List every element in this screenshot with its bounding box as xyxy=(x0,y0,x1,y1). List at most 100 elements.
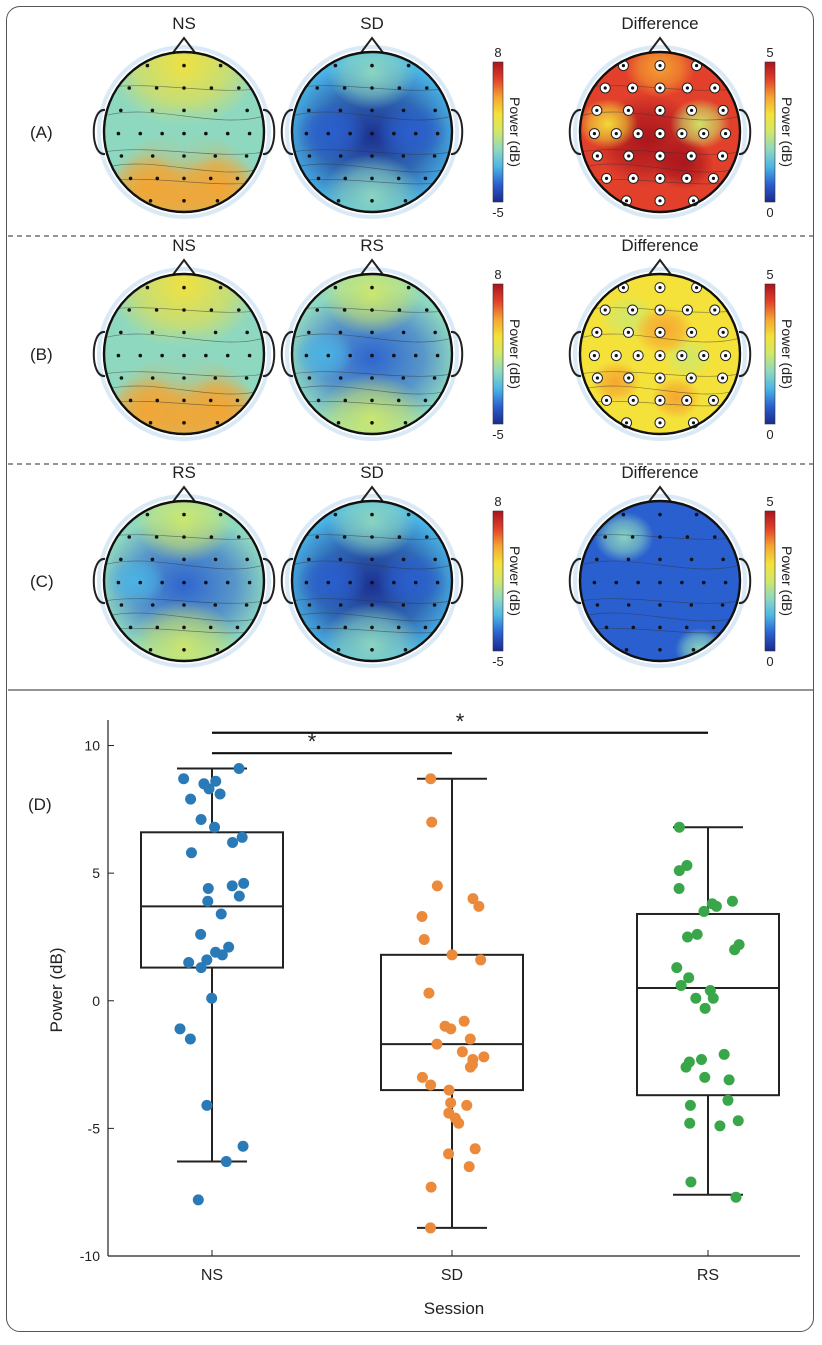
colorbar-max-label: 5 xyxy=(766,267,773,282)
data-point xyxy=(699,1071,711,1083)
scalp-map-diffC xyxy=(568,485,752,668)
data-point xyxy=(185,847,197,859)
data-point xyxy=(698,905,710,917)
data-point xyxy=(710,900,722,912)
colorbar-title: Power (dB) xyxy=(779,319,795,389)
y-tick-label: 5 xyxy=(92,865,100,881)
y-tick-label: -5 xyxy=(88,1120,101,1136)
data-point xyxy=(732,1115,744,1127)
data-point xyxy=(673,821,685,833)
data-point xyxy=(443,1148,455,1160)
data-point xyxy=(714,1120,726,1132)
colorbar-main: 8 -5 Power (dB) xyxy=(492,267,523,442)
scalp-map-rs xyxy=(280,258,464,441)
data-point xyxy=(467,893,479,905)
data-point xyxy=(201,954,213,966)
data-point xyxy=(195,928,207,940)
map-title: NS xyxy=(172,14,196,33)
data-point xyxy=(425,1079,437,1091)
data-point xyxy=(718,1048,730,1060)
data-point xyxy=(203,783,215,795)
colorbar-max-label: 8 xyxy=(494,494,501,509)
data-point xyxy=(729,944,741,956)
y-tick-label: -10 xyxy=(80,1248,100,1264)
data-point xyxy=(445,1097,457,1109)
data-point xyxy=(671,962,683,974)
data-point xyxy=(473,900,485,912)
data-point xyxy=(223,941,235,953)
data-point xyxy=(236,831,248,843)
panel-label-d: (D) xyxy=(28,795,52,814)
colorbar-diff: 5 0 Power (dB) xyxy=(764,45,795,220)
data-point xyxy=(475,954,487,966)
colorbar-title: Power (dB) xyxy=(507,97,523,167)
data-point xyxy=(185,793,197,805)
map-title: NS xyxy=(172,236,196,255)
data-point xyxy=(464,1033,476,1045)
data-point xyxy=(233,890,245,902)
colorbar-main: 8 -5 Power (dB) xyxy=(492,494,523,669)
data-point xyxy=(416,911,428,923)
box-RS xyxy=(636,826,780,1196)
data-point xyxy=(453,1117,465,1129)
data-point xyxy=(216,949,228,961)
data-point xyxy=(726,895,738,907)
x-tick-label: NS xyxy=(201,1267,223,1284)
data-point xyxy=(202,895,214,907)
data-point xyxy=(431,880,443,892)
map-title: Difference xyxy=(621,236,698,255)
data-point xyxy=(478,1051,490,1063)
x-axis-label: Session xyxy=(424,1299,484,1318)
data-point xyxy=(431,1038,443,1050)
data-point xyxy=(183,956,195,968)
data-point xyxy=(707,992,719,1004)
data-point xyxy=(424,1222,436,1234)
y-axis-label: Power (dB) xyxy=(47,947,66,1032)
iqr-box xyxy=(140,831,284,969)
data-point xyxy=(680,1061,692,1073)
data-point xyxy=(461,1099,473,1111)
data-point xyxy=(690,992,702,1004)
data-point xyxy=(684,1099,696,1111)
data-point xyxy=(684,1117,696,1129)
data-point xyxy=(220,1156,232,1168)
colorbar-max-label: 8 xyxy=(494,45,501,60)
colorbar-min-label: 0 xyxy=(766,427,773,442)
data-point xyxy=(210,775,222,787)
data-point xyxy=(192,1194,204,1206)
data-point xyxy=(682,931,694,943)
data-point xyxy=(215,908,227,920)
colorbar-diff: 5 0 Power (dB) xyxy=(764,267,795,442)
colorbar-title: Power (dB) xyxy=(779,546,795,616)
significance-label: * xyxy=(308,729,317,754)
panel-label: (A) xyxy=(30,123,53,142)
data-point xyxy=(214,788,226,800)
colorbar-min-label: -5 xyxy=(492,427,504,442)
map-title: SD xyxy=(360,463,384,482)
panel-label: (B) xyxy=(30,345,53,364)
data-point xyxy=(227,837,239,849)
colorbar-min-label: -5 xyxy=(492,654,504,669)
significance-label: * xyxy=(456,709,465,734)
data-point xyxy=(456,1046,468,1058)
data-point xyxy=(696,1053,708,1065)
data-point xyxy=(443,1084,455,1096)
colorbar-diff: 5 0 Power (dB) xyxy=(764,494,795,669)
data-point xyxy=(673,865,685,877)
data-point xyxy=(195,814,207,826)
scalp-map-rs xyxy=(92,485,276,668)
map-title: RS xyxy=(360,236,384,255)
colorbar-max-label: 5 xyxy=(766,494,773,509)
data-point xyxy=(209,821,221,833)
colorbar-min-label: -5 xyxy=(492,205,504,220)
data-point xyxy=(673,882,685,894)
data-point xyxy=(425,773,437,785)
data-point xyxy=(469,1143,481,1155)
map-title: Difference xyxy=(621,14,698,33)
data-point xyxy=(458,1015,470,1027)
panel-label: (C) xyxy=(30,572,54,591)
data-point xyxy=(174,1023,186,1035)
data-point xyxy=(463,1161,475,1173)
x-tick-label: SD xyxy=(441,1267,463,1284)
